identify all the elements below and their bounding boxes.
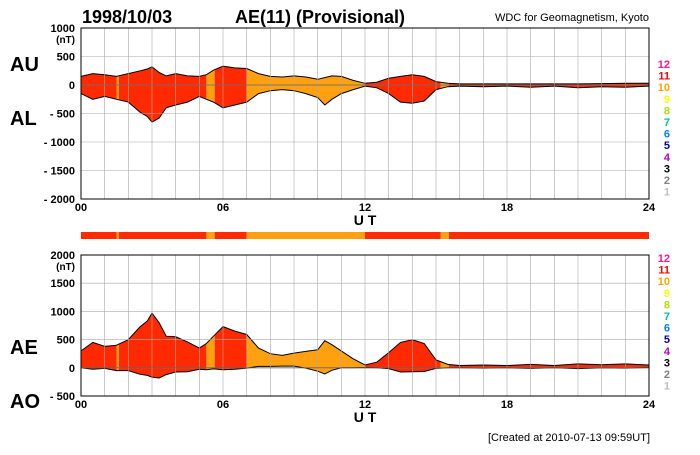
legend-station-count: 1 [664,381,670,393]
x-tick-label: 00 [75,202,87,214]
x-tick-label: 12 [359,202,371,214]
legend-station-count: 3 [664,357,670,369]
series-line-al [80,85,650,123]
y-tick-label: - 1000 [44,137,75,149]
legend-station-count: 6 [664,323,670,335]
created-timestamp: [Created at 2010-07-13 09:59UT] [488,432,650,444]
y-tick-label: - 500 [50,109,75,121]
y-tick-label: 500 [57,52,75,64]
series-label-upper: AE [10,337,38,359]
y-axis-unit: (nT) [56,262,75,273]
legend-station-count: 11 [658,265,670,277]
fill-segment [116,344,119,371]
legend-station-count: 11 [658,71,670,83]
y-tick-label: 1000 [51,306,75,318]
station-count-segment [214,232,247,239]
x-tick-label: 24 [643,399,656,411]
fill-segment [246,334,365,374]
plot-frame [80,27,650,200]
station-count-segment [365,232,441,239]
legend-station-count: 6 [664,129,670,141]
x-tick-label: 06 [217,399,229,411]
legend-station-count: 2 [664,369,670,381]
x-tick-label: 18 [501,399,513,411]
station-count-bar [81,232,649,239]
fill-segment [246,68,365,105]
y-tick-label: 2000 [51,250,75,262]
y-tick-label: - 2000 [44,194,75,206]
y-tick-label: - 500 [50,391,75,403]
legend-station-count: 12 [658,253,670,265]
legend-station-count: 2 [664,175,670,187]
station-count-segment [246,232,365,239]
y-tick-label: 1500 [51,278,75,290]
legend-station-count: 4 [664,152,671,164]
legend-station-count: 4 [664,346,671,358]
legend-station-count: 8 [664,105,670,117]
fill-segment [116,75,119,100]
date-title: 1998/10/03 [82,7,172,27]
series-label-upper: AU [10,54,39,76]
fill-segment [118,66,207,123]
fill-segment [206,335,215,370]
x-tick-label: 24 [643,202,656,214]
legend-station-count: 9 [664,94,670,106]
legend-station-count: 3 [664,163,670,175]
station-count-segment [440,232,450,239]
y-axis-unit: (nT) [56,35,75,46]
series-label-lower: AO [10,391,40,413]
y-tick-label: 500 [57,335,75,347]
legend-station-count: 7 [664,117,670,129]
series-line-ae [80,312,650,367]
legend-station-count: 5 [664,334,670,346]
station-count-segment [449,232,649,239]
x-tick-label: 12 [359,399,371,411]
x-tick-label: 06 [217,202,229,214]
y-tick-label: 0 [69,80,75,92]
legend-station-count: 7 [664,311,670,323]
y-tick-label: 1000 [51,23,75,35]
station-count-segment [81,232,117,239]
legend-station-count: 5 [664,140,670,152]
plot-frame [80,254,650,397]
index-title: AE(11) (Provisional) [235,7,405,27]
x-axis-label: U T [354,409,377,425]
au-al-panel: 1000 500 0 - 500 - 1000 - 1500 - 2000 (nT) 00 06 1… [10,23,671,228]
legend-station-count: 1 [664,187,670,199]
x-axis-label: U T [354,212,377,228]
y-tick-label: 0 [69,363,75,375]
series-label-lower: AL [10,108,37,130]
fill-segment [206,69,215,103]
x-tick-label: 00 [75,399,87,411]
station-count-segment [206,232,215,239]
station-count-segment [118,232,207,239]
fill-segment [365,74,441,104]
station-count-segment [116,232,119,239]
legend-station-count: 12 [658,59,670,71]
x-tick-label: 18 [501,202,513,214]
legend-station-count: 10 [658,82,670,94]
fill-segment [365,339,441,372]
legend-station-count: 9 [664,288,670,300]
fill-segment [81,342,117,371]
legend-station-count: 10 [658,276,670,288]
source-label: WDC for Geomagnetism, Kyoto [495,12,649,24]
fill-segment [214,66,247,108]
y-tick-label: - 1500 [44,166,75,178]
fill-segment [81,73,117,100]
fill-segment [440,361,449,369]
legend-station-count: 8 [664,299,670,311]
series-line-au [80,65,649,85]
fill-segment [118,313,207,378]
